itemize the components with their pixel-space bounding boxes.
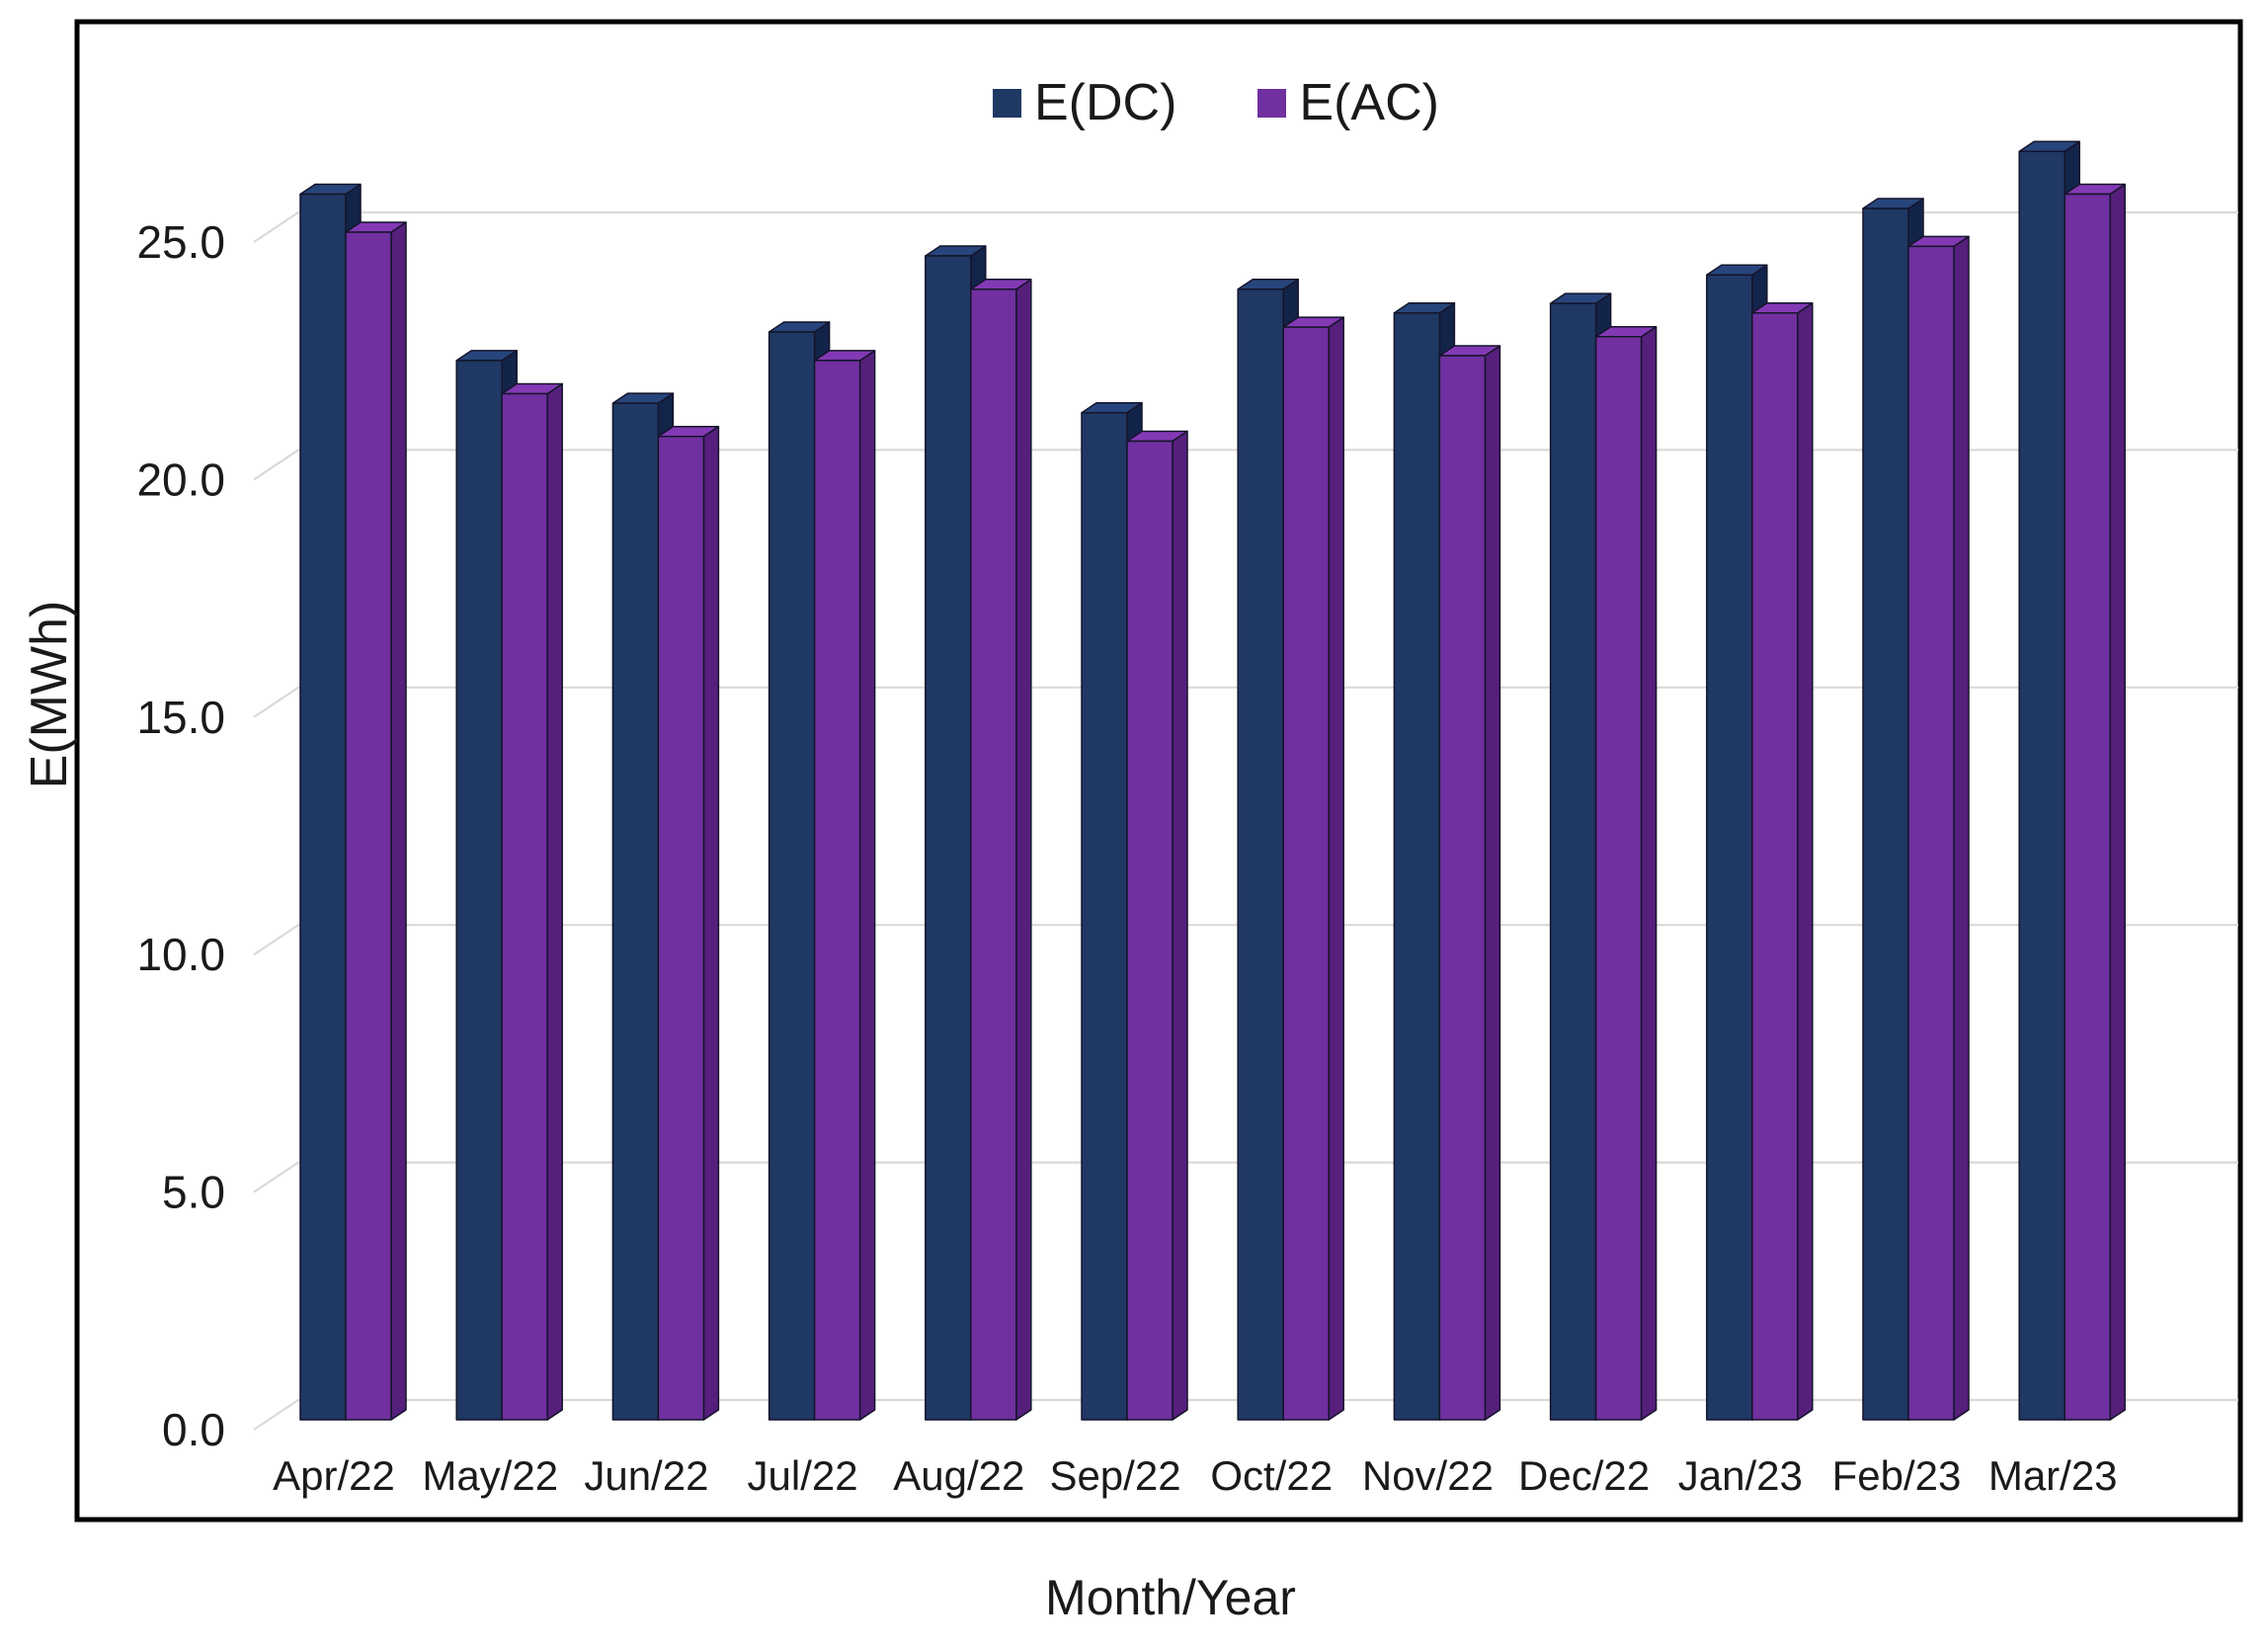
- bar-edc-may22: [455, 360, 503, 1421]
- bar-eac-feb23: [1907, 245, 1955, 1421]
- bar-edc-nov22: [1393, 311, 1441, 1421]
- bar-eac-jan23: [1751, 311, 1799, 1421]
- bar-eac-sep22-side: [1172, 430, 1188, 1421]
- bar-edc-mar23: [2018, 150, 2066, 1421]
- bar-eac-feb23-side: [1953, 235, 1970, 1421]
- legend: E(DC) E(AC): [993, 73, 1439, 132]
- bar-eac-aug22-side: [1015, 278, 1032, 1421]
- bar-edc-feb23: [1862, 207, 1909, 1421]
- bar-edc-aug22: [925, 255, 972, 1421]
- bar-eac-dec22-side: [1640, 326, 1658, 1421]
- bar-eac-sep22: [1126, 440, 1174, 1421]
- bar-eac-nov22: [1438, 355, 1487, 1421]
- legend-item-eac: E(AC): [1257, 73, 1439, 132]
- bar-eac-dec22: [1594, 336, 1643, 1421]
- bar-eac-apr22: [345, 231, 392, 1421]
- bar-edc-jan23: [1706, 274, 1753, 1421]
- bar-edc-apr22: [299, 193, 347, 1421]
- bar-edc-jun22: [611, 402, 660, 1421]
- x-tick-label: Aug/22: [893, 1452, 1024, 1499]
- bar-eac-nov22-side: [1484, 345, 1501, 1421]
- bar-eac-jun22-side: [702, 425, 720, 1421]
- legend-label-edc: E(DC): [1034, 74, 1177, 131]
- chart-frame: [74, 19, 2243, 1523]
- legend-label-eac: E(AC): [1299, 74, 1439, 131]
- bar-eac-oct22-side: [1328, 316, 1344, 1421]
- x-tick-label: Jan/23: [1678, 1452, 1803, 1499]
- bar-edc-oct22: [1237, 288, 1284, 1421]
- bar-eac-mar23: [2064, 193, 2111, 1421]
- x-tick-label: Oct/22: [1210, 1452, 1333, 1499]
- x-tick-label: Dec/22: [1518, 1452, 1650, 1499]
- x-tick-label: Nov/22: [1362, 1452, 1494, 1499]
- y-tick-label: 15.0: [136, 692, 225, 743]
- bar-eac-apr22-side: [390, 221, 407, 1421]
- y-tick-label: 5.0: [162, 1167, 225, 1218]
- x-tick-label: Jun/22: [584, 1452, 708, 1499]
- bar-eac-may22-side: [546, 382, 563, 1421]
- x-axis-title: Month/Year: [1045, 1570, 1296, 1625]
- gridline-25.0: [253, 210, 2238, 243]
- x-tick-label: Mar/23: [1988, 1452, 2118, 1499]
- legend-swatch-edc-icon: [993, 88, 1021, 118]
- y-tick-label: 0.0: [162, 1404, 225, 1455]
- bar-eac-jan23-side: [1797, 301, 1814, 1421]
- bar-eac-jul22: [813, 360, 861, 1421]
- bar-eac-may22: [501, 392, 548, 1421]
- bar-eac-jun22: [657, 435, 705, 1421]
- bar-edc-dec22: [1549, 302, 1597, 1421]
- y-tick-label: 20.0: [136, 453, 225, 505]
- y-tick-label: 10.0: [136, 929, 225, 980]
- bar-eac-aug22: [970, 288, 1017, 1421]
- bar-eac-oct22: [1282, 326, 1330, 1421]
- x-tick-label: Sep/22: [1049, 1452, 1180, 1499]
- x-tick-label: Jul/22: [748, 1452, 858, 1499]
- legend-swatch-eac-icon: [1257, 88, 1287, 118]
- x-tick-label: Apr/22: [273, 1452, 395, 1499]
- y-axis-title: E(MWh): [21, 600, 78, 789]
- bar-edc-jul22: [768, 331, 816, 1421]
- x-tick-label: May/22: [422, 1452, 558, 1499]
- bar-eac-mar23-side: [2109, 183, 2126, 1421]
- bar-edc-sep22: [1081, 411, 1128, 1421]
- bar-eac-jul22-side: [858, 350, 876, 1421]
- legend-item-edc: E(DC): [993, 73, 1176, 132]
- x-tick-label: Feb/23: [1832, 1452, 1962, 1499]
- y-tick-label: 25.0: [136, 216, 225, 268]
